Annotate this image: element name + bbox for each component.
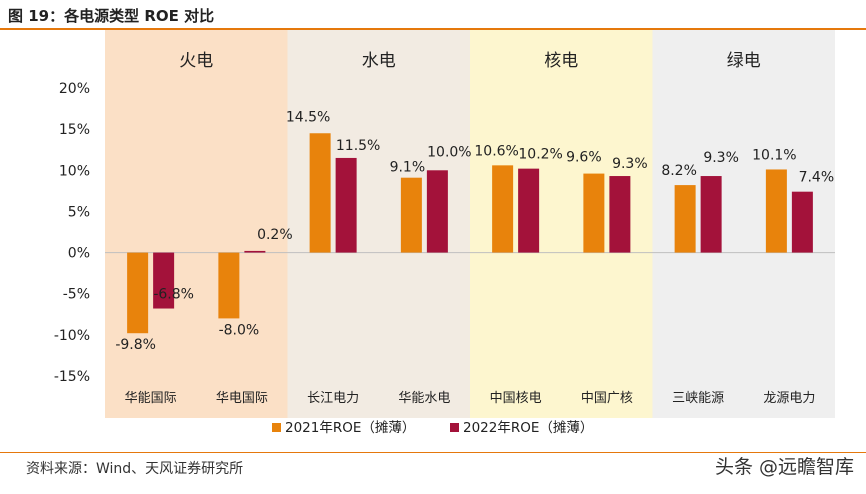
x-category-label: 龙源电力 xyxy=(763,391,815,406)
data-label-2022: 11.5% xyxy=(336,138,380,154)
x-category-label: 长江电力 xyxy=(307,391,359,406)
data-label-2022: 10.2% xyxy=(518,147,562,163)
title-rule xyxy=(0,28,866,30)
bar-2021 xyxy=(765,169,787,253)
data-label-2021: -9.8% xyxy=(115,337,156,353)
x-category-label: 中国核电 xyxy=(490,391,542,406)
bar-2022 xyxy=(518,168,540,253)
legend-swatch xyxy=(272,423,281,432)
watermark: 头条 @远瞻智库 xyxy=(714,456,854,478)
data-label-2021: -8.0% xyxy=(219,322,260,338)
bar-2022 xyxy=(426,170,448,253)
chart-area: 火电 水电 核电 绿电 20% 15% 10% 5% 0% -5% -10% -15% -9.8% -6.… xyxy=(0,30,866,450)
group-header: 火电 xyxy=(179,51,213,71)
group-header: 绿电 xyxy=(727,51,761,71)
bar-2022 xyxy=(335,157,357,253)
x-category-label: 华能水电 xyxy=(398,391,450,406)
data-label-2022: -6.8% xyxy=(153,287,194,303)
data-label-2021: 10.1% xyxy=(752,147,796,163)
data-label-2021: 10.6% xyxy=(474,143,518,159)
legend-swatch xyxy=(450,423,459,432)
bar-2022 xyxy=(609,176,631,253)
y-tick-label: 5% xyxy=(68,204,90,220)
y-tick-label: 20% xyxy=(59,81,90,97)
x-category-label: 华能国际 xyxy=(125,391,177,406)
y-tick-label: 15% xyxy=(59,122,90,138)
y-tick-label: 10% xyxy=(59,163,90,179)
legend-label: 2021年ROE（摊薄） xyxy=(285,420,415,436)
figure-title: 图 19：各电源类型 ROE 对比 xyxy=(8,7,215,25)
bar-2021 xyxy=(218,252,240,319)
bar-2021 xyxy=(492,165,514,253)
data-label-2022: 9.3% xyxy=(612,156,648,172)
group-header: 水电 xyxy=(362,51,396,71)
bar-2021 xyxy=(674,185,696,253)
group-header: 核电 xyxy=(544,51,578,71)
bar-2022 xyxy=(791,191,813,253)
y-tick-label: -5% xyxy=(63,287,90,303)
x-category-label: 三峡能源 xyxy=(672,391,724,406)
bar-2021 xyxy=(583,173,605,253)
bar-2021 xyxy=(400,177,422,253)
bar-2022 xyxy=(244,250,266,253)
y-tick-label: -15% xyxy=(54,369,90,385)
roe-bar-chart: 火电 水电 核电 绿电 20% 15% 10% 5% 0% -5% -10% -15% -9.8% -6.… xyxy=(54,30,835,436)
band-thermal xyxy=(105,30,288,418)
bar-2021 xyxy=(127,252,149,334)
y-tick-label: 0% xyxy=(68,246,90,262)
bar-2022 xyxy=(700,176,722,253)
legend-label: 2022年ROE（摊薄） xyxy=(463,420,593,436)
data-label-2022: 9.3% xyxy=(703,150,739,166)
data-label-2022: 7.4% xyxy=(799,170,835,186)
data-label-2021: 9.1% xyxy=(390,160,426,176)
bar-2022 xyxy=(153,252,175,309)
bar-2021 xyxy=(309,133,331,253)
source-note: 资料来源：Wind、天风证券研究所 xyxy=(26,461,244,477)
data-label-2022: 0.2% xyxy=(257,227,293,243)
figure-header: 图 19：各电源类型 ROE 对比 xyxy=(0,0,866,28)
x-category-label: 中国广核 xyxy=(581,391,633,406)
x-category-label: 华电国际 xyxy=(216,391,268,406)
footer-rule xyxy=(0,452,866,453)
y-tick-label: -10% xyxy=(54,328,90,344)
data-label-2021: 9.6% xyxy=(566,150,602,166)
data-label-2021: 8.2% xyxy=(661,163,697,179)
data-label-2022: 10.0% xyxy=(427,144,471,160)
data-label-2021: 14.5% xyxy=(286,109,330,125)
